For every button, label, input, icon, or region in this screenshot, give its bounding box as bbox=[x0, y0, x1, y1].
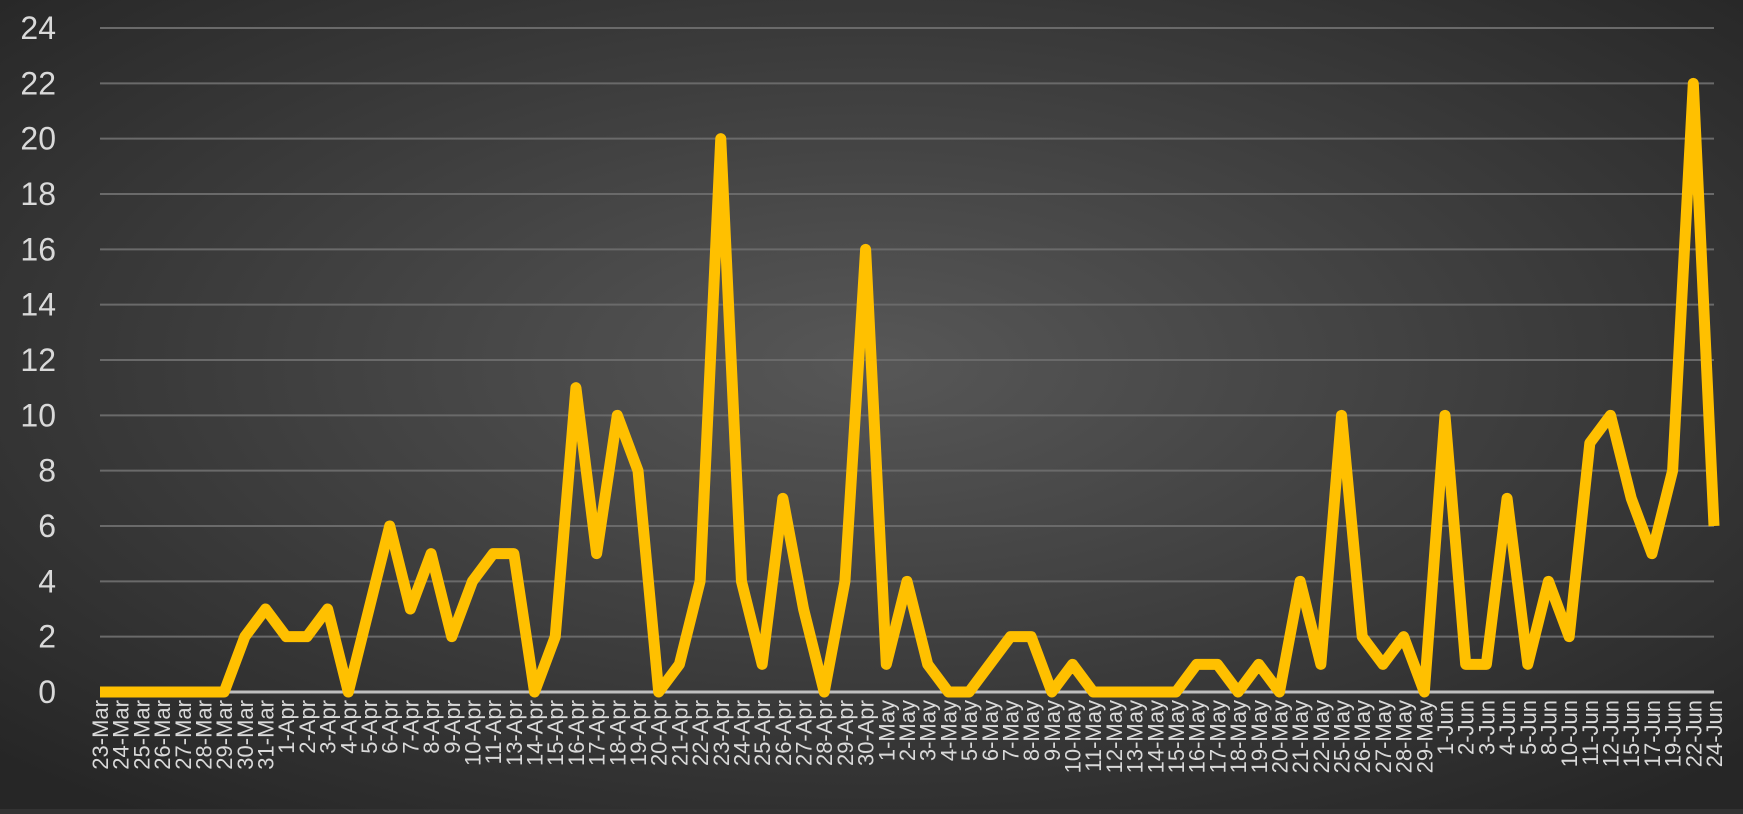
x-tick-label: 19-May bbox=[1247, 700, 1272, 773]
x-tick-label: 24-Apr bbox=[729, 700, 754, 766]
x-tick-label: 9-May bbox=[1040, 700, 1065, 761]
x-tick-label: 3-Apr bbox=[316, 700, 341, 754]
x-tick-label: 1-Apr bbox=[274, 700, 299, 754]
x-tick-label: 2-Apr bbox=[295, 700, 320, 754]
x-tick-label: 13-Apr bbox=[502, 700, 527, 766]
x-tick-label: 29-May bbox=[1412, 700, 1437, 773]
x-tick-label: 30-Mar bbox=[233, 700, 258, 770]
x-tick-label: 25-Mar bbox=[129, 700, 154, 770]
x-tick-label: 29-Apr bbox=[833, 700, 858, 766]
x-tick-label: 28-Apr bbox=[812, 700, 837, 766]
x-tick-label: 14-May bbox=[1143, 700, 1168, 773]
x-tick-label: 6-Apr bbox=[378, 700, 403, 754]
x-tick-label: 24-Mar bbox=[109, 700, 134, 770]
x-tick-label: 2-May bbox=[895, 700, 920, 761]
y-tick-label: 20 bbox=[20, 121, 56, 157]
y-tick-label: 0 bbox=[38, 674, 56, 710]
x-tick-label: 25-May bbox=[1330, 700, 1355, 773]
x-tick-label: 16-May bbox=[1185, 700, 1210, 773]
x-tick-label: 11-Jun bbox=[1578, 700, 1603, 766]
x-tick-label: 28-Mar bbox=[191, 700, 216, 770]
x-tick-label: 29-Mar bbox=[212, 700, 237, 770]
x-tick-label: 8-Apr bbox=[419, 700, 444, 754]
x-tick-label: 19-Apr bbox=[626, 700, 651, 766]
y-tick-label: 4 bbox=[38, 563, 56, 599]
x-tick-label: 11-May bbox=[1081, 700, 1106, 772]
x-tick-label: 5-May bbox=[957, 700, 982, 761]
x-tick-label: 12-Jun bbox=[1599, 700, 1624, 767]
x-tick-label: 10-May bbox=[1061, 700, 1086, 773]
x-tick-label: 6-May bbox=[978, 700, 1003, 761]
x-tick-label: 20-May bbox=[1267, 700, 1292, 773]
x-tick-label: 18-May bbox=[1226, 700, 1251, 773]
x-tick-label: 21-Apr bbox=[667, 700, 692, 766]
x-tick-label: 27-May bbox=[1371, 700, 1396, 773]
x-tick-label: 15-May bbox=[1164, 700, 1189, 773]
y-tick-label: 6 bbox=[38, 508, 56, 544]
x-tick-label: 5-Jun bbox=[1516, 700, 1541, 755]
y-tick-label: 14 bbox=[20, 287, 56, 323]
x-tick-label: 17-Apr bbox=[585, 700, 610, 766]
y-tick-label: 16 bbox=[20, 231, 56, 267]
x-tick-label: 28-May bbox=[1392, 700, 1417, 773]
x-tick-label: 8-May bbox=[1019, 700, 1044, 761]
x-tick-label: 26-Mar bbox=[150, 700, 175, 770]
data-line bbox=[100, 77, 1720, 698]
x-tick-label: 21-May bbox=[1288, 700, 1313, 773]
x-tick-label: 15-Jun bbox=[1619, 700, 1644, 767]
x-tick-label: 30-Apr bbox=[854, 700, 879, 766]
x-tick-label: 12-May bbox=[1102, 700, 1127, 773]
x-tick-label: 26-May bbox=[1350, 700, 1375, 773]
x-tick-label: 5-Apr bbox=[357, 700, 382, 754]
x-tick-label: 13-May bbox=[1123, 700, 1148, 773]
x-tick-label: 3-May bbox=[916, 700, 941, 761]
x-tick-label: 1-Jun bbox=[1433, 700, 1458, 755]
x-tick-label: 25-Apr bbox=[750, 700, 775, 766]
x-tick-label: 14-Apr bbox=[523, 700, 548, 766]
y-tick-label: 10 bbox=[20, 397, 56, 433]
x-tick-label: 22-May bbox=[1309, 700, 1334, 773]
y-tick-label: 22 bbox=[20, 65, 56, 101]
x-tick-label: 4-Apr bbox=[336, 700, 361, 754]
x-tick-label: 23-Apr bbox=[709, 700, 734, 766]
x-tick-label: 19-Jun bbox=[1661, 700, 1686, 767]
x-tick-label: 27-Apr bbox=[792, 700, 817, 766]
x-tick-label: 17-May bbox=[1205, 700, 1230, 773]
x-tick-label: 10-Apr bbox=[460, 700, 485, 766]
x-tick-label: 11-Apr bbox=[481, 700, 506, 764]
y-tick-label: 8 bbox=[38, 453, 56, 489]
x-tick-label: 17-Jun bbox=[1640, 700, 1665, 767]
x-tick-label: 18-Apr bbox=[605, 700, 630, 766]
x-tick-label: 3-Jun bbox=[1474, 700, 1499, 755]
x-tick-label: 23-Mar bbox=[88, 700, 113, 770]
x-tick-label: 16-Apr bbox=[564, 700, 589, 766]
x-tick-label: 1-May bbox=[874, 700, 899, 761]
x-tick-label: 7-May bbox=[998, 700, 1023, 761]
x-tick-label: 22-Apr bbox=[688, 700, 713, 766]
y-tick-label: 2 bbox=[38, 619, 56, 655]
x-tick-label: 15-Apr bbox=[543, 700, 568, 766]
x-tick-label: 24-Jun bbox=[1702, 700, 1727, 767]
x-tick-label: 20-Apr bbox=[647, 700, 672, 766]
y-tick-label: 24 bbox=[20, 10, 56, 46]
x-tick-label: 8-Jun bbox=[1536, 700, 1561, 755]
y-tick-label: 18 bbox=[20, 176, 56, 212]
x-tick-label: 7-Apr bbox=[398, 700, 423, 754]
x-tick-label: 9-Apr bbox=[440, 700, 465, 754]
x-tick-label: 26-Apr bbox=[771, 700, 796, 766]
x-tick-label: 10-Jun bbox=[1557, 700, 1582, 767]
x-tick-label: 27-Mar bbox=[171, 700, 196, 770]
x-tick-label: 4-Jun bbox=[1495, 700, 1520, 755]
x-tick-label: 2-Jun bbox=[1454, 700, 1479, 755]
x-tick-label: 31-Mar bbox=[254, 700, 279, 770]
x-tick-label: 22-Jun bbox=[1681, 700, 1706, 767]
y-tick-label: 12 bbox=[20, 342, 56, 378]
x-tick-label: 4-May bbox=[936, 700, 961, 761]
